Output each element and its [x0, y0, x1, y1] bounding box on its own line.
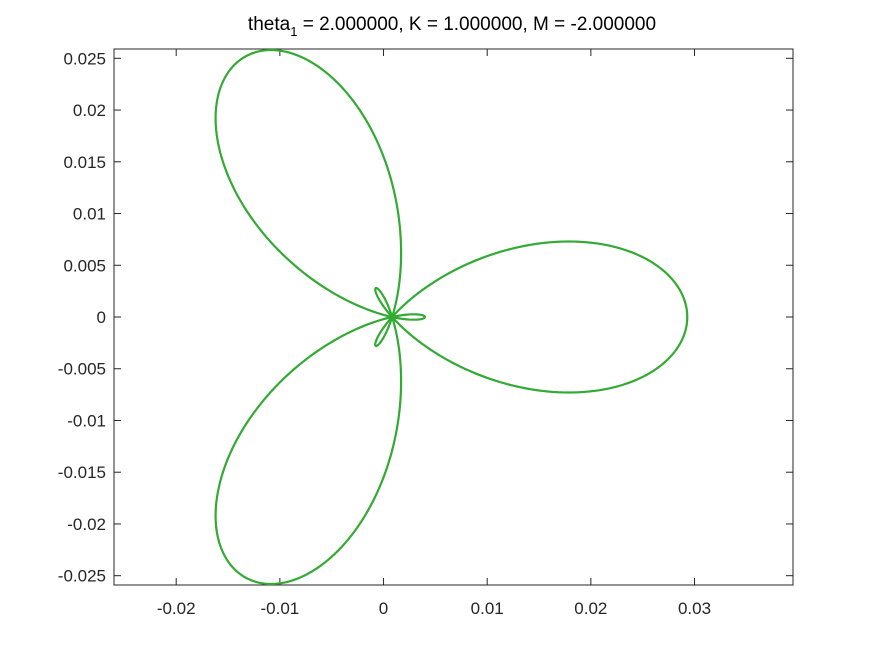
x-tick-label: 0.03 [678, 599, 711, 618]
y-tick-label: -0.025 [58, 567, 106, 586]
y-tick-label: -0.02 [67, 515, 106, 534]
chart-title-main: theta [248, 14, 291, 35]
data-curve [214, 48, 689, 586]
chart-title-rest: = 2.000000, K = 1.000000, M = -2.000000 [297, 14, 656, 35]
x-tick-label: -0.02 [157, 599, 196, 618]
y-tick-label: 0.005 [63, 256, 106, 275]
y-tick-label: 0.01 [73, 205, 106, 224]
x-axis: -0.02 -0.01 0 0.01 0.02 0.03 [157, 49, 711, 618]
axes-box [113, 48, 794, 586]
y-tick-label: -0.01 [67, 411, 106, 430]
x-tick-label: 0 [379, 599, 388, 618]
x-tick-label: 0.01 [471, 599, 504, 618]
chart-title-subscript: 1 [290, 24, 297, 39]
x-tick-label: 0.02 [574, 599, 607, 618]
plot-area: 0.025 0.02 0.015 0.01 0.005 0 -0.005 -0.01 -0.01… [58, 48, 794, 618]
y-tick-label: 0 [97, 308, 106, 327]
y-tick-label: 0.015 [63, 153, 106, 172]
y-tick-label: 0.025 [63, 49, 106, 68]
chart-title: theta1 = 2.000000, K = 1.000000, M = -2.… [248, 14, 656, 39]
x-tick-label: -0.01 [260, 599, 299, 618]
y-axis: 0.025 0.02 0.015 0.01 0.005 0 -0.005 -0.01 -0.01… [58, 49, 793, 586]
y-tick-label: -0.005 [58, 360, 106, 379]
y-tick-label: -0.015 [58, 463, 106, 482]
y-tick-label: 0.02 [73, 101, 106, 120]
